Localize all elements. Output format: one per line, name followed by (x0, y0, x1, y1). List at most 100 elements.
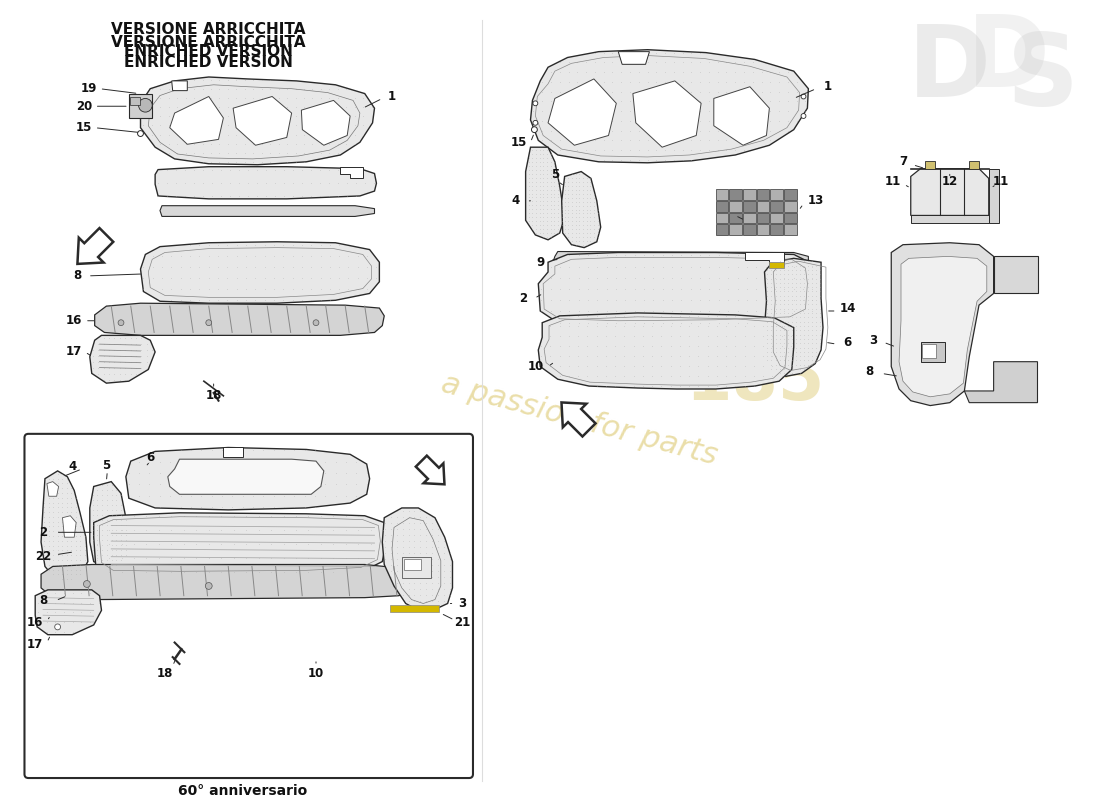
Point (113, 566, 131, 578)
Point (783, 346, 801, 358)
Point (152, 82, 169, 95)
Point (48, 554, 66, 566)
Point (150, 190, 167, 202)
Point (150, 538, 167, 550)
Point (663, 260, 681, 273)
Polygon shape (562, 171, 601, 248)
Point (803, 277, 821, 290)
Point (727, 360, 745, 373)
Point (270, 110, 287, 122)
Point (320, 146, 338, 159)
Point (767, 281, 784, 294)
Point (761, 66, 779, 78)
Point (767, 306, 784, 319)
Point (783, 294, 801, 306)
Point (773, 319, 791, 332)
Point (779, 86, 796, 98)
Point (586, 86, 604, 98)
Point (141, 478, 158, 490)
Point (560, 86, 578, 98)
Point (807, 324, 825, 337)
Point (527, 148, 544, 161)
Point (187, 510, 205, 522)
Point (582, 180, 600, 193)
Point (791, 298, 808, 310)
Point (759, 341, 777, 354)
Point (254, 501, 272, 514)
Point (759, 350, 777, 362)
Point (786, 294, 804, 306)
Point (570, 282, 587, 295)
Point (535, 152, 552, 165)
Polygon shape (911, 169, 989, 215)
Point (429, 541, 447, 554)
Point (84, 356, 101, 369)
Text: 6: 6 (146, 450, 154, 464)
Point (246, 282, 264, 295)
Point (762, 290, 780, 302)
Point (549, 222, 566, 235)
Point (112, 498, 130, 511)
Point (67, 510, 85, 523)
Point (223, 466, 241, 479)
Point (84, 529, 101, 542)
Point (211, 101, 229, 114)
Point (244, 155, 262, 168)
Point (563, 222, 581, 235)
Point (674, 114, 692, 127)
Text: 9: 9 (536, 256, 544, 269)
Point (411, 601, 429, 614)
Polygon shape (35, 590, 101, 634)
Point (779, 306, 796, 319)
Point (406, 553, 424, 566)
Point (150, 552, 167, 565)
Point (262, 155, 279, 168)
Text: 2: 2 (519, 292, 528, 305)
Point (574, 195, 592, 208)
Point (399, 529, 417, 542)
Point (64, 606, 81, 618)
Point (639, 95, 657, 108)
Point (98, 498, 116, 511)
Point (783, 350, 801, 362)
Point (338, 82, 355, 95)
Point (76, 549, 94, 562)
Point (606, 370, 624, 382)
Point (162, 490, 179, 502)
Point (621, 154, 639, 166)
Point (35, 539, 53, 552)
Point (578, 215, 595, 228)
Point (570, 310, 587, 322)
Point (76, 539, 94, 552)
Point (571, 172, 588, 185)
Point (604, 56, 622, 69)
Point (574, 211, 592, 224)
Point (569, 56, 586, 69)
Point (580, 282, 597, 295)
Point (653, 260, 671, 273)
Point (63, 549, 80, 562)
Point (807, 302, 825, 315)
Polygon shape (129, 94, 152, 118)
Point (574, 226, 592, 239)
Point (616, 310, 634, 322)
Point (549, 214, 566, 227)
Point (55, 616, 73, 629)
Point (585, 218, 603, 231)
Point (230, 190, 248, 202)
Text: 8: 8 (866, 365, 873, 378)
Point (262, 552, 279, 565)
Point (616, 282, 634, 295)
Point (779, 319, 796, 332)
Point (783, 354, 801, 367)
Point (58, 549, 76, 562)
Point (256, 282, 274, 295)
Point (671, 339, 689, 352)
Point (683, 66, 701, 78)
Point (399, 553, 417, 566)
Point (571, 168, 588, 181)
Point (774, 354, 792, 367)
Point (761, 86, 779, 98)
Point (735, 66, 752, 78)
Point (84, 539, 101, 552)
